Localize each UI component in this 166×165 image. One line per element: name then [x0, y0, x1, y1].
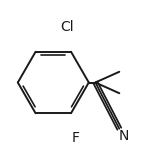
Text: Cl: Cl	[61, 20, 74, 34]
Text: N: N	[118, 129, 129, 143]
Text: F: F	[72, 131, 80, 145]
